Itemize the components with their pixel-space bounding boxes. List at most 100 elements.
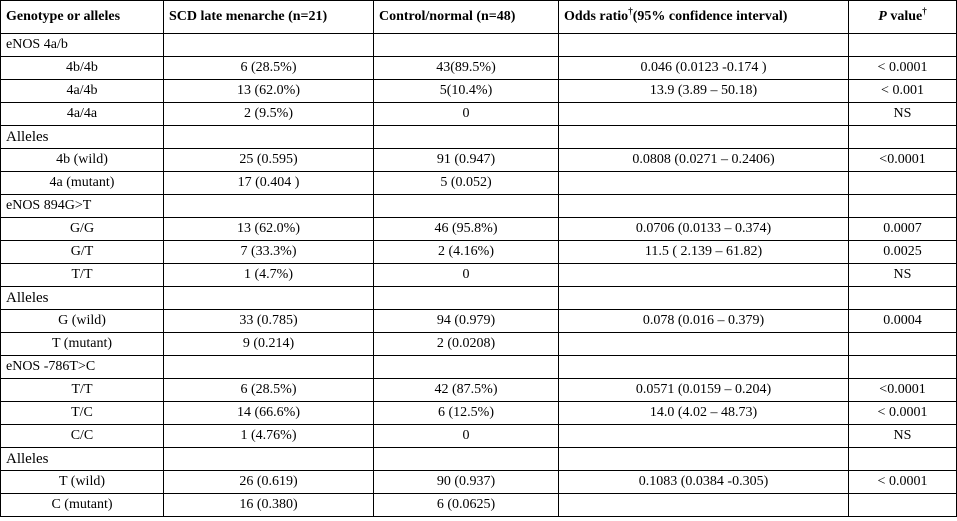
odds-ratio-cell: 0.1083 (0.0384 -0.305)	[558, 470, 849, 494]
table-row: 4b (wild) 25 (0.595) 91 (0.947) 0.0808 (0.0…	[0, 148, 957, 172]
odds-ratio-cell	[558, 493, 849, 517]
p-value-cell: 0.0025	[848, 240, 957, 264]
odds-ratio-cell: 14.0 (4.02 – 48.73)	[558, 401, 849, 425]
genotype-cell: 4b (wild)	[0, 148, 164, 172]
empty-cell	[558, 194, 849, 218]
section-row: eNOS -786T>C	[0, 355, 957, 379]
table-row: T (wild) 26 (0.619) 90 (0.937) 0.1083 (0.03…	[0, 470, 957, 494]
control-cell: 0	[373, 263, 559, 287]
header-odds-ratio: Odds ratio†(95% confidence interval)	[558, 0, 849, 34]
p-value-cell: < 0.0001	[848, 470, 957, 494]
scd-cell: 16 (0.380)	[163, 493, 374, 517]
table-body: eNOS 4a/b 4b/4b 6 (28.5%) 43(89.5%) 0.046 (0…	[0, 33, 957, 517]
p-value-cell: < 0.0001	[848, 401, 957, 425]
control-cell: 2 (0.0208)	[373, 332, 559, 356]
control-cell: 42 (87.5%)	[373, 378, 559, 402]
section-row: eNOS 894G>T	[0, 194, 957, 218]
section-label: eNOS 4a/b	[0, 33, 164, 57]
odds-ratio-cell: 13.9 (3.89 – 50.18)	[558, 79, 849, 103]
header-control: Control/normal (n=48)	[373, 0, 559, 34]
empty-cell	[558, 33, 849, 57]
section-label: Alleles	[0, 447, 164, 471]
p-value-cell: NS	[848, 263, 957, 287]
p-value-cell: <0.0001	[848, 148, 957, 172]
section-row: Alleles	[0, 447, 957, 471]
empty-cell	[163, 286, 374, 310]
section-label: eNOS -786T>C	[0, 355, 164, 379]
table-row: 4a/4b 13 (62.0%) 5(10.4%) 13.9 (3.89 – 50.1…	[0, 79, 957, 103]
scd-cell: 26 (0.619)	[163, 470, 374, 494]
odds-ratio-cell: 0.046 (0.0123 -0.174 )	[558, 56, 849, 80]
genotype-cell: G/G	[0, 217, 164, 241]
table-row: G (wild) 33 (0.785) 94 (0.979) 0.078 (0.016…	[0, 309, 957, 333]
genotype-cell: 4a (mutant)	[0, 171, 164, 195]
empty-cell	[848, 355, 957, 379]
empty-cell	[558, 125, 849, 149]
odds-ratio-cell: 0.078 (0.016 – 0.379)	[558, 309, 849, 333]
scd-cell: 1 (4.7%)	[163, 263, 374, 287]
empty-cell	[558, 447, 849, 471]
p-label: P	[878, 9, 887, 24]
empty-cell	[163, 355, 374, 379]
control-cell: 6 (12.5%)	[373, 401, 559, 425]
scd-cell: 6 (28.5%)	[163, 378, 374, 402]
empty-cell	[558, 286, 849, 310]
p-value-cell: 0.0004	[848, 309, 957, 333]
table-row: T/T 6 (28.5%) 42 (87.5%) 0.0571 (0.0159 – 0…	[0, 378, 957, 402]
table-row: G/T 7 (33.3%) 2 (4.16%) 11.5 ( 2.139 – 61.8…	[0, 240, 957, 264]
genotype-cell: C (mutant)	[0, 493, 164, 517]
genotype-cell: G/T	[0, 240, 164, 264]
genotype-cell: C/C	[0, 424, 164, 448]
control-cell: 94 (0.979)	[373, 309, 559, 333]
table-row: T/C 14 (66.6%) 6 (12.5%) 14.0 (4.02 – 48.73…	[0, 401, 957, 425]
genotype-cell: T (wild)	[0, 470, 164, 494]
control-cell: 0	[373, 424, 559, 448]
scd-cell: 9 (0.214)	[163, 332, 374, 356]
genotype-cell: T/T	[0, 263, 164, 287]
p-value-cell: NS	[848, 424, 957, 448]
control-cell: 43(89.5%)	[373, 56, 559, 80]
table-row: 4a (mutant) 17 (0.404 ) 5 (0.052)	[0, 171, 957, 195]
control-cell: 6 (0.0625)	[373, 493, 559, 517]
scd-cell: 13 (62.0%)	[163, 79, 374, 103]
section-row: Alleles	[0, 286, 957, 310]
scd-cell: 17 (0.404 )	[163, 171, 374, 195]
empty-cell	[373, 286, 559, 310]
odds-ratio-cell: 11.5 ( 2.139 – 61.82)	[558, 240, 849, 264]
header-scd: SCD late menarche (n=21)	[163, 0, 374, 34]
genotype-cell: T (mutant)	[0, 332, 164, 356]
control-cell: 5(10.4%)	[373, 79, 559, 103]
empty-cell	[558, 355, 849, 379]
empty-cell	[163, 447, 374, 471]
table-row: 4b/4b 6 (28.5%) 43(89.5%) 0.046 (0.0123 -0.…	[0, 56, 957, 80]
genotype-cell: T/T	[0, 378, 164, 402]
empty-cell	[848, 194, 957, 218]
section-label: eNOS 894G>T	[0, 194, 164, 218]
p-value-cell: <0.0001	[848, 378, 957, 402]
empty-cell	[163, 33, 374, 57]
scd-cell: 7 (33.3%)	[163, 240, 374, 264]
p-value-cell: NS	[848, 102, 957, 126]
odds-ratio-label: Odds ratio	[564, 9, 629, 24]
odds-ratio-cell	[558, 102, 849, 126]
table-row: 4a/4a 2 (9.5%) 0 NS	[0, 102, 957, 126]
empty-cell	[848, 447, 957, 471]
odds-ratio-cell	[558, 263, 849, 287]
control-cell: 0	[373, 102, 559, 126]
control-cell: 5 (0.052)	[373, 171, 559, 195]
table-row: C (mutant) 16 (0.380) 6 (0.0625)	[0, 493, 957, 517]
genotype-cell: 4b/4b	[0, 56, 164, 80]
control-cell: 90 (0.937)	[373, 470, 559, 494]
p-value-dagger: †	[922, 6, 927, 16]
odds-ratio-cell	[558, 171, 849, 195]
p-value-cell: 0.0007	[848, 217, 957, 241]
control-cell: 2 (4.16%)	[373, 240, 559, 264]
genotype-cell: 4a/4b	[0, 79, 164, 103]
empty-cell	[848, 33, 957, 57]
section-row: eNOS 4a/b	[0, 33, 957, 57]
scd-cell: 2 (9.5%)	[163, 102, 374, 126]
p-value-cell: < 0.001	[848, 79, 957, 103]
empty-cell	[373, 33, 559, 57]
section-row: Alleles	[0, 125, 957, 149]
empty-cell	[163, 194, 374, 218]
